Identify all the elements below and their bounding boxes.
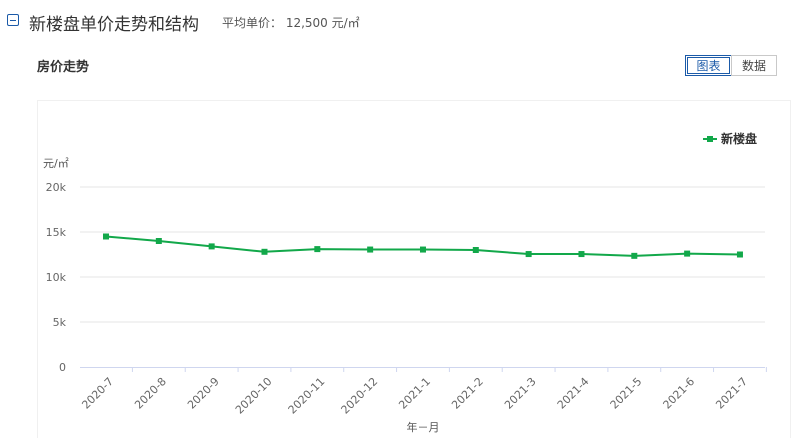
data-point	[155, 238, 162, 244]
y-tick-label: 10k	[46, 271, 67, 284]
data-point	[684, 250, 691, 257]
x-tick-label: 2020-9	[185, 375, 222, 412]
y-tick-label: 5k	[53, 316, 67, 329]
x-tick-label: 2020-10	[233, 375, 275, 417]
data-point	[578, 251, 585, 258]
x-tick-label: 2021-1	[396, 375, 433, 412]
x-tick-label: 2021-4	[555, 375, 592, 412]
x-tick-label: 2020-7	[79, 375, 116, 412]
legend-label: 新楼盘	[721, 131, 757, 146]
y-axis-label: 元/㎡	[43, 157, 69, 170]
tab-data-button[interactable]: 数据	[731, 55, 777, 76]
data-point	[525, 251, 532, 258]
data-point	[631, 252, 638, 259]
y-tick-label: 20k	[46, 181, 67, 194]
data-point	[103, 233, 109, 240]
y-tick-label: 15k	[46, 226, 67, 239]
data-point	[314, 246, 321, 253]
x-tick-label: 2021-5	[608, 375, 645, 412]
price-trend-card: 房价走势 图表 数据	[0, 44, 801, 438]
chart-title: 房价走势	[37, 60, 90, 75]
x-tick-label: 2021-7	[713, 375, 750, 412]
average-price: 平均单价： 12,500 元/㎡	[222, 16, 360, 30]
x-tick-label: 2021-6	[661, 375, 698, 412]
series-line	[105, 235, 740, 257]
data-point	[419, 246, 426, 253]
y-tick-label: 0	[59, 361, 66, 374]
legend-swatch-marker	[707, 136, 713, 142]
section-header: 新楼盘单价走势和结构 平均单价： 12,500 元/㎡	[0, 0, 801, 44]
x-axis-label: 年－月	[407, 420, 440, 434]
data-point	[367, 246, 374, 253]
section-title: 新楼盘单价走势和结构	[29, 15, 199, 35]
data-point	[208, 243, 215, 250]
tab-chart-button[interactable]: 图表	[685, 55, 732, 76]
data-point	[261, 248, 268, 255]
chart-container	[37, 100, 791, 438]
x-tick-label: 2020-8	[132, 375, 169, 412]
data-point	[736, 251, 743, 258]
x-tick-label: 2020-12	[339, 375, 381, 417]
x-tick-label: 2020-11	[286, 375, 328, 417]
x-tick-label: 2021-3	[502, 375, 539, 412]
x-tick-label: 2021-2	[449, 375, 486, 412]
data-point	[472, 247, 479, 253]
collapse-icon[interactable]	[7, 14, 19, 26]
